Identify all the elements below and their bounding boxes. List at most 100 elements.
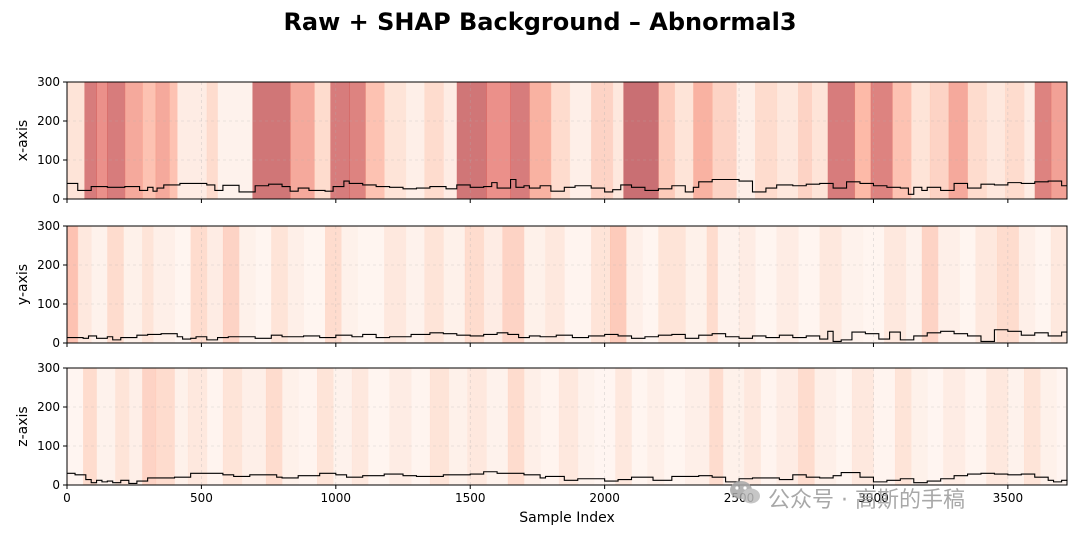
shap-segment [851,368,874,485]
shap-segment [647,368,665,485]
shap-segment [1034,82,1052,199]
shap-segment [712,82,737,199]
axes-frame [66,81,1068,200]
shap-segment [384,226,407,343]
shap-segment [464,226,485,343]
y-tick-label: 300 [37,361,60,375]
shap-segment [84,82,97,199]
shap-segment [187,368,208,485]
shap-segment [1040,368,1057,485]
shap-segment [685,226,708,343]
shap-segment [252,82,291,199]
shap-segment [155,82,170,199]
x-tick-label: 3000 [858,491,889,505]
shap-segment [222,226,240,343]
shap-segment [776,82,799,199]
shap-segment [819,226,842,343]
shap-segment [540,368,560,485]
shap-segment [341,226,358,343]
shap-segment [967,82,987,199]
panel-x-axis: 0 100 200 300 x-axis [15,75,1068,206]
shap-segment [593,368,616,485]
shap-segment [67,82,85,199]
shap-segment [303,226,326,343]
shap-segment [550,82,571,199]
shap-segment [862,226,885,343]
x-axis-label: Sample Index [519,510,614,526]
shap-segment [222,368,243,485]
shap-segment [510,82,530,199]
shap-segment [798,368,815,485]
shap-segment [314,82,331,199]
y-tick-label: 300 [37,75,60,89]
shap-segment [911,368,928,485]
y-axis-label: x-axis [15,120,31,161]
shap-segment [190,226,208,343]
shap-segment [365,82,385,199]
shap-segment [123,226,143,343]
shap-segment [389,368,412,485]
shap-segment [1005,82,1025,199]
shap-segment [929,82,950,199]
shap-segment [776,368,799,485]
shap-segment [948,82,968,199]
shap-segment [997,226,1020,343]
shap-segment [142,368,157,485]
shap-segment [569,82,592,199]
chart-title: Raw + SHAP Background – Abnormal3 [283,8,796,36]
shap-segment [467,368,487,485]
shap-segment [384,82,407,199]
shap-segment [658,226,686,343]
shap-segment [265,368,283,485]
shap-segment [115,368,130,485]
shap-segment [642,226,659,343]
y-tick-label: 100 [37,297,60,311]
shap-segment [558,368,579,485]
shap-segment [545,226,565,343]
shap-segment [811,82,829,199]
shap-segment [674,82,694,199]
shap-segment [591,82,614,199]
shap-segment [921,226,939,343]
x-tick-label: 3500 [993,491,1024,505]
shap-segment [892,82,912,199]
shap-segment [67,368,84,485]
shap-segment [206,82,218,199]
axes-frame [66,367,1068,486]
shap-segment [287,226,304,343]
x-tick-label: 0 [63,491,71,505]
shap-segment [128,368,143,485]
panel-z-axis: 01002003000500100015002000250030003500z-… [15,361,1068,505]
shap-segment [854,82,872,199]
shap-segment [523,368,541,485]
shap-segment [448,368,468,485]
shap-segment [905,226,923,343]
shap-segment [502,226,525,343]
shap-segment [591,226,611,343]
shap-segment [964,368,987,485]
shap-segment [206,368,224,485]
shap-segment [1050,82,1068,199]
shap-segment [349,82,366,199]
shap-segment [937,226,960,343]
shap-segment [1023,82,1036,199]
y-tick-label: 200 [37,114,60,128]
shap-segment [405,82,425,199]
shap-segment [927,368,944,485]
shap-segment [1023,368,1041,485]
shap-segment [177,82,208,199]
shap-segment [959,226,977,343]
y-tick-label: 300 [37,219,60,233]
shap-segment [507,368,525,485]
shap-segment [739,226,756,343]
shap-segment [91,226,108,343]
shap-segment [577,368,595,485]
shap-segment [986,368,1009,485]
shap-segment [486,82,511,199]
shap-segment [709,368,724,485]
shap-segment [107,82,126,199]
panels: 0 100 200 300 x-axis 0 100 200 300 y-axis 0 100 200 3… [15,75,1068,505]
shap-segment [357,226,385,343]
shap-segment [155,368,175,485]
